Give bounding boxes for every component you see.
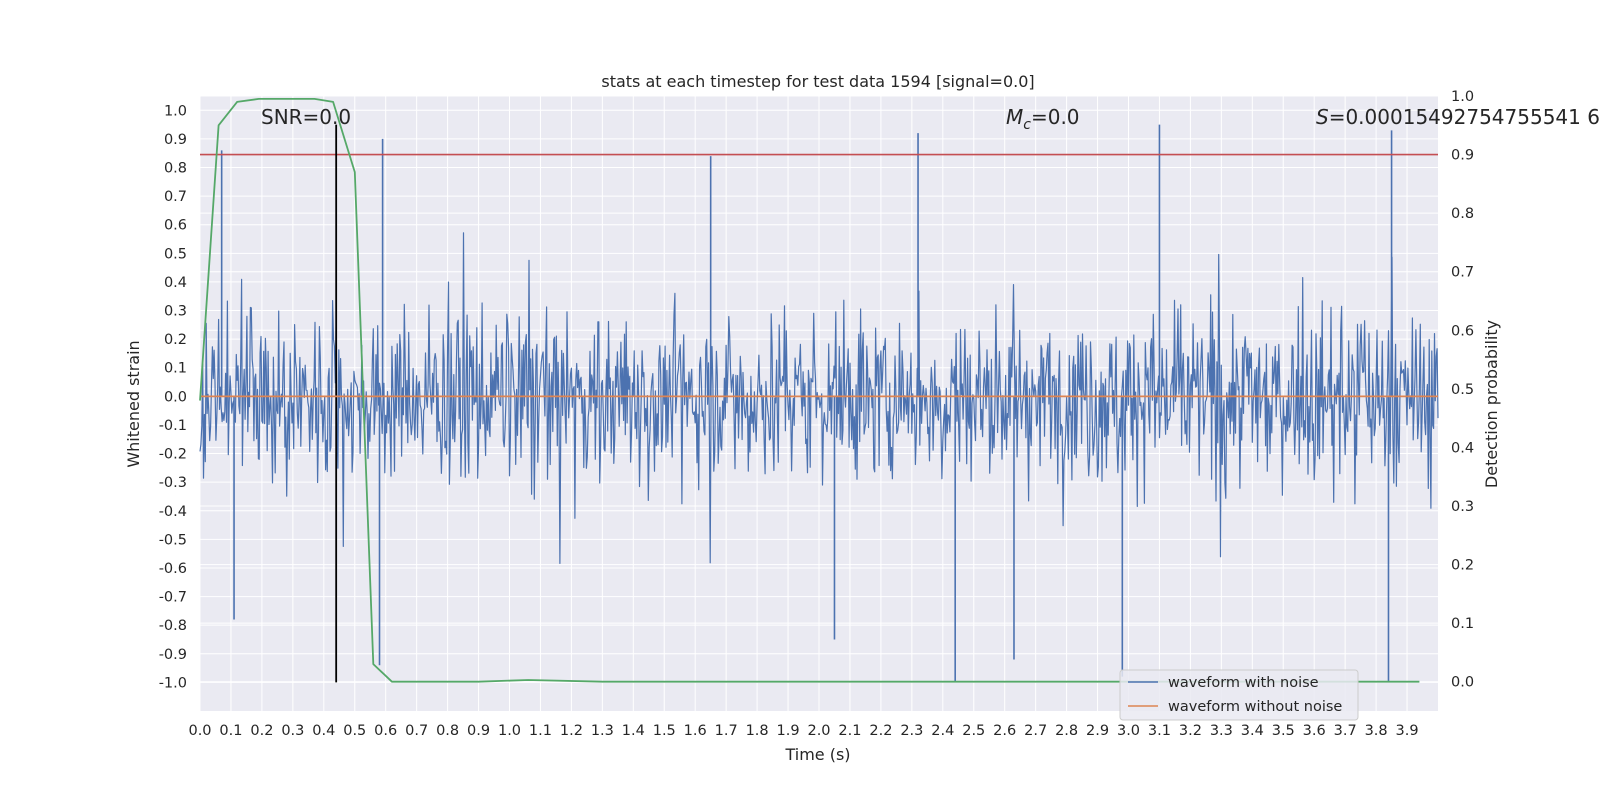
x-tick-label: 1.8 [746, 723, 769, 739]
y-tick-label: 1.0 [164, 103, 187, 119]
x-tick-label: 1.3 [591, 723, 614, 739]
x-tick-label: 1.9 [777, 723, 800, 739]
x-tick-label: 0.0 [188, 723, 211, 739]
y-tick-label: -0.7 [159, 590, 187, 606]
x-tick-label: 0.3 [281, 723, 304, 739]
probability-trace [199, 98, 1420, 683]
x-tick-label: 2.4 [931, 723, 954, 739]
y-tick-label: 0.2 [164, 332, 187, 348]
y-tick-label: 0.6 [164, 218, 187, 234]
y-tick-label: -0.4 [159, 504, 187, 520]
chart-title: stats at each timestep for test data 159… [601, 72, 1034, 91]
x-tick-label: 3.6 [1303, 723, 1326, 739]
y2-tick-label: 0.3 [1451, 499, 1474, 515]
x-tick-label: 1.2 [560, 723, 583, 739]
y-tick-label: -1.0 [159, 675, 187, 691]
x-tick-label: 0.4 [312, 723, 335, 739]
y2-tick-label: 0.6 [1451, 323, 1474, 339]
legend: waveform with noise waveform without noi… [1119, 669, 1359, 721]
x-tick-label: 3.2 [1179, 723, 1202, 739]
y-tick-label: 0.0 [164, 389, 187, 405]
y-axis-label: Whitened strain [124, 340, 143, 467]
x-tick-label: 1.7 [715, 723, 738, 739]
series-waveform-with-noise [199, 124, 1439, 683]
x-tick-label: 0.9 [467, 723, 490, 739]
x-tick-label: 3.5 [1272, 723, 1295, 739]
x-tick-label: 3.7 [1334, 723, 1357, 739]
y-tick-label: 0.7 [164, 189, 187, 205]
y2-tick-label: 0.1 [1451, 616, 1474, 632]
y-tick-label: 0.5 [164, 246, 187, 262]
x-tick-label: 3.4 [1241, 723, 1264, 739]
y-tick-label: 0.9 [164, 132, 187, 148]
x-axis-label: Time (s) [784, 745, 850, 764]
x-tick-label: 0.7 [405, 723, 428, 739]
x-tick-label: 2.3 [900, 723, 923, 739]
x-tick-label: 1.4 [622, 723, 645, 739]
y2-axis-label: Detection probability [1482, 320, 1501, 488]
y-tick-label: -0.5 [159, 532, 187, 548]
y-tick-label: 0.1 [164, 361, 187, 377]
x-tick-label: 2.7 [1024, 723, 1047, 739]
y-tick-label: 0.3 [164, 304, 187, 320]
y2-tick-label: 0.5 [1451, 382, 1474, 398]
x-tick-label: 0.2 [250, 723, 273, 739]
y2-tick-label: 0.7 [1451, 265, 1474, 281]
legend-box [1119, 669, 1359, 721]
y-tick-label: 0.4 [164, 275, 187, 291]
x-tick-label: 2.5 [962, 723, 985, 739]
x-tick-label: 3.1 [1148, 723, 1171, 739]
y-tick-label: -0.6 [159, 561, 187, 577]
noise-trace [199, 232, 1439, 564]
y2-tick-label: 0.8 [1451, 206, 1474, 222]
y2-tick-label: 1.0 [1451, 89, 1474, 105]
x-tick-label: 1.6 [684, 723, 707, 739]
x-tick-label: 2.8 [1055, 723, 1078, 739]
reference-lines [200, 124, 1438, 683]
y2-tick-label: 0.9 [1451, 148, 1474, 164]
tick-labels: 0.0 0.1 0.2 0.3 0.4 0.5 0.6 0.7 0.8 0.9 1.0 1.1 1.2 1… [159, 89, 1474, 739]
y-tick-label: 0.8 [164, 161, 187, 177]
legend-label-clean: waveform without noise [1168, 699, 1342, 715]
series-detection-probability [199, 98, 1420, 683]
y-tick-label: -0.2 [159, 447, 187, 463]
x-tick-label: 1.0 [498, 723, 521, 739]
chirp-mass-annotation: Mc=0.0 [1006, 105, 1080, 133]
y-tick-label: -0.8 [159, 618, 187, 634]
x-tick-label: 3.9 [1396, 723, 1419, 739]
x-tick-label: 2.6 [993, 723, 1016, 739]
y-tick-label: -0.1 [159, 418, 187, 434]
x-tick-label: 0.5 [343, 723, 366, 739]
x-tick-label: 2.1 [838, 723, 861, 739]
y2-tick-label: 0.0 [1451, 675, 1474, 691]
y2-tick-label: 0.2 [1451, 558, 1474, 574]
x-tick-label: 2.2 [869, 723, 892, 739]
x-tick-label: 3.8 [1365, 723, 1388, 739]
x-tick-label: 1.5 [653, 723, 676, 739]
y-tick-label: -0.9 [159, 647, 187, 663]
y2-tick-label: 0.4 [1451, 440, 1474, 456]
s-annotation: S=0.00015492754755541 6 [1316, 105, 1600, 129]
x-tick-label: 2.0 [807, 723, 830, 739]
snr-annotation: SNR=0.0 [261, 105, 351, 129]
x-tick-label: 3.3 [1210, 723, 1233, 739]
x-tick-label: 0.1 [219, 723, 242, 739]
x-tick-label: 3.0 [1117, 723, 1140, 739]
x-tick-label: 1.1 [529, 723, 552, 739]
x-tick-label: 0.6 [374, 723, 397, 739]
y-tick-label: -0.3 [159, 475, 187, 491]
legend-label-noise: waveform with noise [1168, 675, 1319, 691]
x-tick-label: 0.8 [436, 723, 459, 739]
x-tick-label: 2.9 [1086, 723, 1109, 739]
